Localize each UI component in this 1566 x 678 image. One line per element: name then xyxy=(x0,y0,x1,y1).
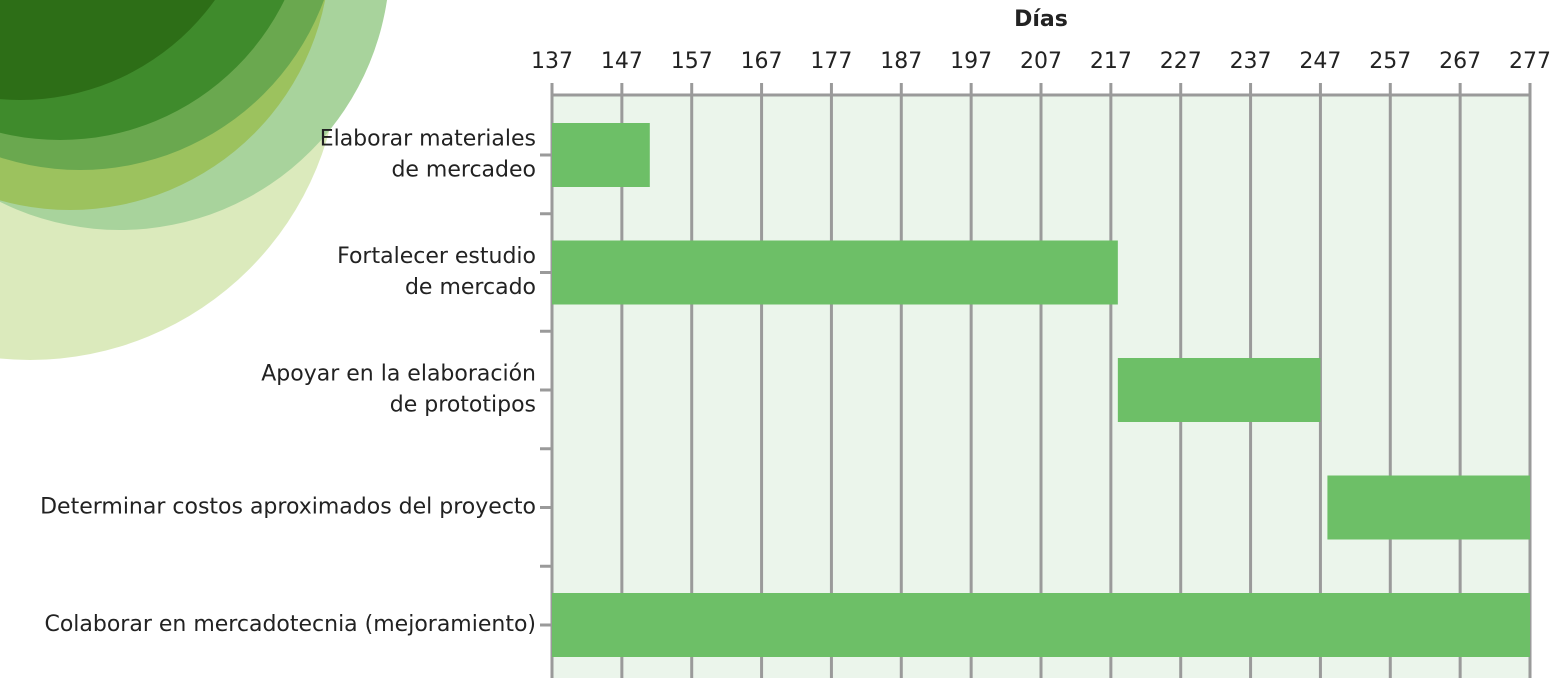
decoration xyxy=(0,0,387,360)
x-tick-label: 177 xyxy=(810,49,852,74)
x-tick-label: 267 xyxy=(1439,49,1481,74)
y-tick-label: Apoyar en la elaboración xyxy=(261,362,536,387)
x-tick-label: 277 xyxy=(1509,49,1551,74)
y-tick-label: de prototipos xyxy=(390,393,536,418)
x-axis-label: Días xyxy=(1014,7,1068,32)
x-tick-label: 137 xyxy=(531,49,573,74)
y-tick-label: Fortalecer estudio xyxy=(337,244,536,269)
y-tick-label: Colaborar en mercadotecnia (mejoramiento… xyxy=(44,612,536,637)
x-tick-label: 207 xyxy=(1020,49,1062,74)
x-tick-label: 167 xyxy=(741,49,783,74)
x-tick-label: 157 xyxy=(671,49,713,74)
x-tick-label: 187 xyxy=(880,49,922,74)
y-tick-label: Elaborar materiales xyxy=(320,127,536,152)
bar xyxy=(1117,358,1321,422)
y-tick-label: de mercadeo xyxy=(391,158,536,183)
x-tick-label: 147 xyxy=(601,49,643,74)
x-tick-label: 247 xyxy=(1299,49,1341,74)
x-tick-label: 257 xyxy=(1369,49,1411,74)
bar xyxy=(1327,475,1530,540)
bar xyxy=(552,593,1530,657)
bar xyxy=(552,240,1118,305)
x-tick-label: 227 xyxy=(1160,49,1202,74)
y-tick-label: Determinar costos aproximados del proyec… xyxy=(40,495,536,520)
x-tick-label: 237 xyxy=(1230,49,1272,74)
y-tick-label: de mercado xyxy=(405,275,536,300)
x-tick-label: 197 xyxy=(950,49,992,74)
x-tick-label: 217 xyxy=(1090,49,1132,74)
bar xyxy=(552,123,650,187)
